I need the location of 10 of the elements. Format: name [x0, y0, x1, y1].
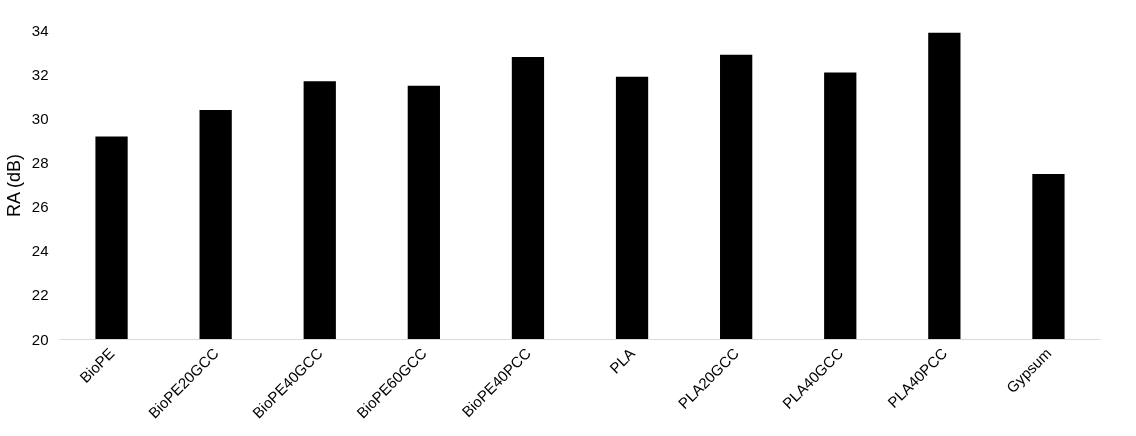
- y-tick-label: 32: [31, 65, 49, 83]
- y-tick-label: 30: [31, 109, 49, 127]
- x-tick-label: PLA: [605, 344, 639, 377]
- y-tick-label: 24: [31, 242, 49, 260]
- y-tick-label: 22: [31, 286, 49, 304]
- y-tick-label: 34: [31, 21, 49, 39]
- y-tick-label: 28: [31, 153, 49, 171]
- y-axis-title: RA (dB): [3, 153, 24, 218]
- y-tick-label: 26: [31, 198, 49, 216]
- y-tick-label: 20: [31, 330, 49, 348]
